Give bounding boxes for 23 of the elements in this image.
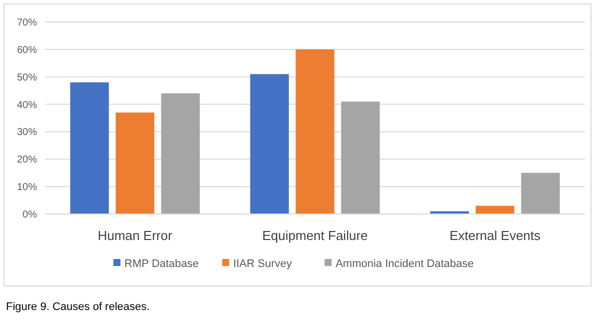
bar xyxy=(116,112,154,214)
y-tick-label: 50% xyxy=(16,72,38,84)
y-tick-label: 10% xyxy=(16,182,38,194)
bar xyxy=(296,49,334,214)
y-tick-label: 40% xyxy=(16,100,38,111)
legend-label: IIAR Survey xyxy=(233,258,292,270)
x-tick-label: Human Error xyxy=(98,228,173,243)
bar xyxy=(476,206,514,214)
y-tick-label: 20% xyxy=(16,154,38,166)
y-tick-label: 70% xyxy=(16,18,38,28)
bar xyxy=(161,93,200,214)
y-tick-label: 0% xyxy=(22,210,38,220)
bar xyxy=(341,102,380,214)
bar xyxy=(250,74,289,214)
x-tick-label: External Events xyxy=(449,228,542,243)
y-tick-label: 30% xyxy=(16,127,38,138)
legend-label: Ammonia Incident Database xyxy=(336,258,474,270)
bar xyxy=(521,172,560,214)
bar xyxy=(70,82,109,214)
y-tick-label: 60% xyxy=(16,44,38,56)
caption: Figure 9. Causes of releases. xyxy=(6,301,150,313)
legend-label: RMP Database xyxy=(124,258,199,270)
x-tick-label: Equipment Failure xyxy=(262,228,368,243)
